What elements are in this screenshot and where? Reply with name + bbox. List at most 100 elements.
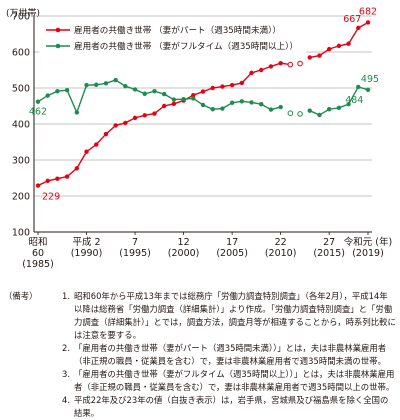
note-item: 4. 平成22年及び23年の値（白抜き表示）は，岩手県，宮城県及び福島県を除く全国…: [4, 394, 396, 420]
legend: 雇用者の共働き世帯 （妻がパート（週35時間未満）） 雇用者の共働き世帯 （妻がフ…: [39, 19, 307, 59]
series-1-point: [55, 176, 60, 181]
note-number: 4.: [62, 395, 70, 405]
series-1-point: [132, 115, 138, 121]
line-chart: (万世帯) 100 200 300 400 500 600 700 昭和 60 (1985) 平成…: [6, 6, 392, 270]
series-2-open-point: [297, 111, 303, 117]
x-tick-label: 7 (1995): [119, 237, 151, 259]
x-tick-label: 17 (2005): [216, 237, 248, 259]
notes-title: [4, 394, 62, 420]
series-2-point: [326, 107, 332, 112]
series-2-point: [142, 91, 147, 96]
series-1-point: [307, 55, 312, 60]
x-tick-label: 27 (2015): [313, 237, 345, 259]
series-1-point: [210, 85, 215, 91]
y-tick-label: 700: [12, 12, 30, 23]
y-tick-label: 600: [12, 48, 30, 59]
series-1-point: [113, 123, 118, 128]
series-2-point: [336, 105, 342, 111]
series-2-point: [365, 87, 371, 93]
note-text: 平成22年及び23年の値（白抜き表示）は，岩手県，宮城県及び福島県を除く全国の結…: [74, 395, 389, 418]
legend-box: [39, 19, 307, 59]
series-1-point: [326, 46, 332, 52]
series-2-point: [132, 87, 138, 92]
series-1-point: [317, 53, 322, 58]
x-tick-label: 12 (2000): [168, 237, 200, 259]
legend-swatch-marker: [55, 43, 61, 49]
series-2-point: [35, 99, 41, 104]
series-1-point: [74, 166, 80, 171]
series-1-point: [152, 111, 157, 116]
data-label: 229: [42, 192, 60, 203]
series-1-point: [171, 101, 177, 107]
note-number: 3.: [62, 369, 70, 379]
series-1-point: [278, 60, 283, 66]
series-2-point: [94, 82, 99, 87]
series-2-point: [45, 93, 50, 98]
data-label: 682: [359, 6, 377, 17]
series-2-point: [55, 89, 60, 94]
series-2-point: [123, 84, 128, 89]
series-2-point: [249, 100, 254, 105]
series-1-point: [35, 183, 41, 188]
note-text: 昭和60年から平成13年までは総務庁「労働力調査特別調査」（各年2月），平成14…: [74, 291, 396, 340]
series-1-point: [191, 93, 196, 98]
series-1-point: [220, 84, 225, 89]
series-2-point: [152, 89, 157, 94]
legend-label: 雇用者の共働き世帯 （妻がフルタイム（週35時間以上））: [74, 40, 298, 52]
data-label: 667: [343, 14, 361, 25]
y-tick-label: 200: [12, 192, 30, 203]
series-2-point: [346, 102, 351, 107]
series-1-point: [103, 131, 109, 137]
series-2-point: [161, 91, 167, 97]
series-1-open-point: [287, 61, 294, 68]
series-2-point: [220, 106, 225, 111]
series-2-point: [103, 81, 109, 86]
data-label: 462: [29, 107, 47, 118]
note-item: 3. 「雇用者の共働き世帯（妻がフルタイム（週35時間以上））」とは，夫は非農林業…: [4, 368, 396, 394]
x-tick-label: 令和元 (年) (2019): [344, 236, 392, 259]
series-1-point: [64, 174, 70, 179]
y-axis-unit: (万世帯): [6, 7, 40, 19]
series-1-open-point: [297, 60, 303, 67]
note-number: 1.: [62, 291, 70, 301]
series-1-point: [356, 25, 361, 31]
legend-swatch-marker: [55, 27, 61, 33]
series-1-point: [346, 41, 351, 46]
series-1-point: [336, 43, 342, 49]
series-2-point: [210, 107, 215, 112]
gridlines: [33, 15, 372, 233]
note-item: （備考） 1. 昭和60年から平成13年までは総務庁「労働力調査特別調査」（各年2月…: [4, 290, 396, 342]
note-text: 「雇用者の共働き世帯（妻がパート（週35時間未満））」とは，夫は非農林業雇用者（…: [74, 343, 387, 366]
x-tick-label: 平成 2 (1990): [71, 236, 103, 259]
notes-title: （備考）: [4, 291, 38, 301]
note-text: 「雇用者の共働き世帯（妻がフルタイム（週35時間以上））」とは，夫は非農林業雇用…: [74, 369, 395, 392]
y-tick-label: 400: [12, 120, 30, 131]
series-2-open-point: [287, 110, 294, 116]
series-2-point: [278, 104, 283, 110]
data-label: 484: [345, 95, 363, 106]
y-tick-label: 100: [12, 228, 30, 239]
series-2-point: [84, 82, 89, 88]
legend-label: 雇用者の共働き世帯 （妻がパート（週35時間未満））: [74, 24, 281, 36]
series-2-point: [171, 97, 177, 102]
series-1-point: [249, 70, 254, 76]
series-2-point: [181, 96, 186, 102]
series-1-point: [123, 120, 128, 126]
x-axis-ticks: 昭和 60 (1985) 平成 2 (1990) 7 (1995) 12 (2000) 17 (20…: [22, 232, 392, 270]
series-2-point: [113, 77, 118, 83]
series-1-point: [161, 103, 167, 109]
series-2-point: [74, 110, 80, 115]
notes-title: [4, 368, 62, 394]
y-tick-label: 500: [12, 84, 30, 95]
x-tick-label: 昭和 60 (1985): [22, 237, 54, 270]
data-label: 495: [361, 74, 379, 85]
series-2-line: [37, 79, 281, 115]
series-1-point: [45, 178, 50, 184]
series-1-point: [229, 82, 235, 88]
x-tick-label: 22 (2010): [265, 237, 297, 259]
series-1-point: [239, 80, 245, 86]
notes-title: [4, 342, 62, 368]
series-1-point: [84, 149, 89, 154]
series-2-point: [259, 102, 264, 107]
